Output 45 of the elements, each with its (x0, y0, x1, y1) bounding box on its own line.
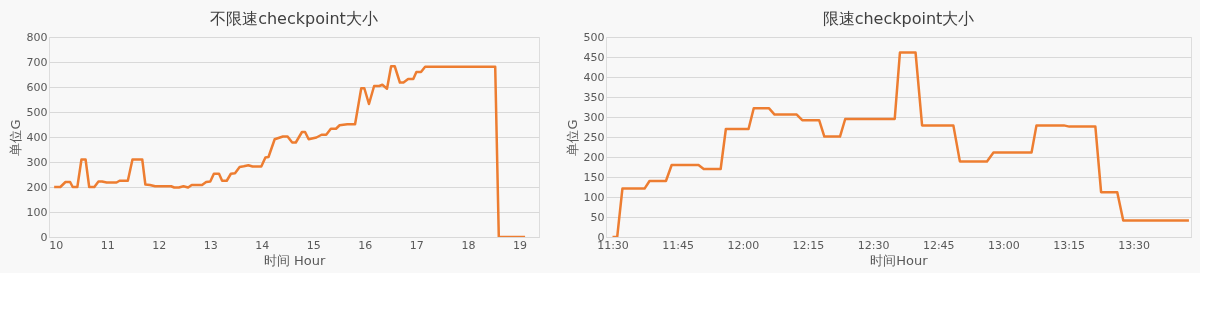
y-tick-label: 100 (583, 190, 605, 204)
y-tick-label: 300 (26, 155, 48, 169)
x-tick-label: 13:15 (1053, 238, 1085, 252)
x-tick-label: 12:30 (857, 238, 890, 252)
y-tick-label: 0 (40, 230, 48, 244)
y-tick-label: 600 (26, 80, 48, 94)
x-tick-label: 11:45 (662, 238, 695, 252)
y-tick-label: 150 (583, 170, 605, 184)
chart-title: 限速checkpoint大小 (822, 9, 975, 28)
y-tick-label: 200 (583, 150, 605, 164)
x-axis-title: 时间 Hour (263, 252, 326, 268)
x-tick-label: 19 (512, 238, 527, 252)
x-tick-label: 17 (409, 238, 424, 252)
y-tick-label: 400 (26, 130, 48, 144)
x-tick-label: 13:30 (1118, 238, 1151, 252)
line-series (52, 65, 527, 237)
x-tick-label: 18 (461, 238, 476, 252)
x-tick-label: 12:00 (727, 238, 760, 252)
x-tick-label: 13 (203, 238, 218, 252)
y-axis-title: 单位G (564, 119, 580, 156)
x-tick-label: 12 (152, 238, 167, 252)
y-tick-label: 100 (26, 205, 48, 219)
y-tick-label: 450 (583, 50, 605, 64)
y-tick-label: 50 (590, 210, 605, 224)
x-tick-label: 10 (49, 238, 64, 252)
y-tick-label: 300 (583, 110, 605, 124)
x-tick-label: 15 (306, 238, 321, 252)
x-tick-label: 14 (255, 238, 270, 252)
y-tick-label: 700 (26, 55, 48, 69)
y-tick-label: 200 (26, 180, 48, 194)
y-axis-title: 单位G (7, 119, 23, 156)
y-tick-label: 500 (583, 30, 605, 44)
y-tick-label: 400 (583, 70, 605, 84)
y-tick-label: 500 (26, 105, 48, 119)
x-tick-label: 11 (100, 238, 115, 252)
x-axis-title: 时间Hour (870, 252, 929, 268)
x-tick-label: 13:00 (988, 238, 1020, 252)
x-tick-label: 12:15 (792, 238, 825, 252)
y-tick-label: 250 (583, 130, 605, 144)
x-tick-label: 16 (358, 238, 373, 252)
line-series (611, 51, 1191, 237)
x-tick-label: 12:45 (922, 238, 955, 252)
y-tick-label: 350 (583, 90, 605, 104)
y-tick-label: 800 (26, 30, 48, 44)
chart-title: 不限速checkpoint大小 (210, 9, 378, 28)
